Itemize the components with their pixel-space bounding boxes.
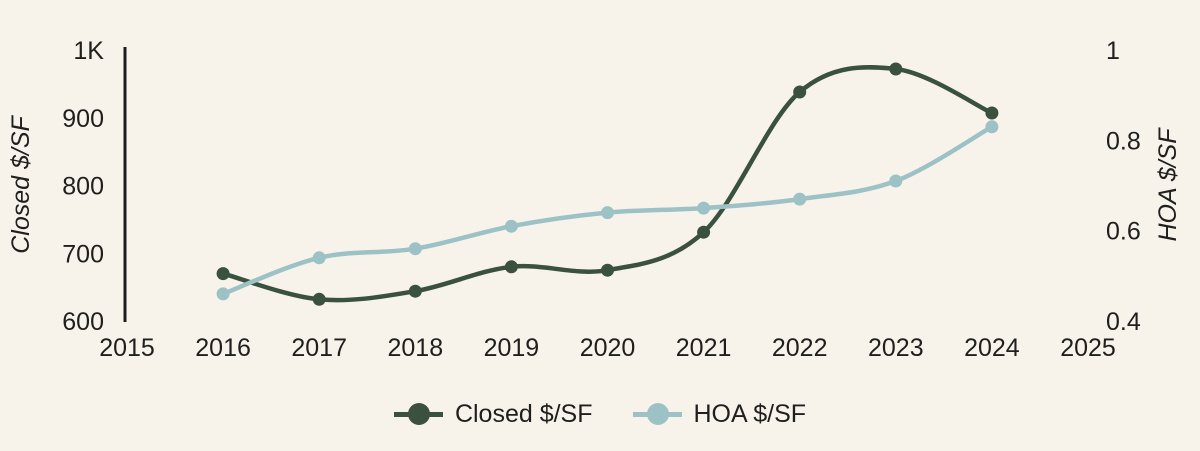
data-point[interactable] <box>408 284 422 298</box>
x-axis-ticks: 2015 2016 2017 2018 2019 2020 2021 2022 2023 2024… <box>99 334 1116 362</box>
legend-label-closed: Closed $/SF <box>454 399 593 428</box>
left-axis-tick-label: 600 <box>62 308 104 336</box>
closed-series-marker-icon <box>393 403 443 425</box>
left-axis-tick-label: 900 <box>62 105 104 133</box>
legend-item-hoa[interactable]: HOA $/SF <box>632 399 807 428</box>
x-axis-tick-label: 2025 <box>1060 334 1116 362</box>
right-axis-title: HOA $/SF <box>1154 127 1182 242</box>
left-axis-ticks: 1K 900 800 700 600 <box>62 37 104 336</box>
data-point[interactable] <box>601 206 614 220</box>
data-point[interactable] <box>216 287 230 301</box>
data-point[interactable] <box>601 263 614 277</box>
data-point[interactable] <box>697 201 711 215</box>
x-axis-tick-label: 2020 <box>580 334 636 362</box>
x-axis-tick-label: 2019 <box>484 334 540 362</box>
legend-item-closed[interactable]: Closed $/SF <box>393 399 593 428</box>
x-axis-tick-label: 2021 <box>676 334 732 362</box>
legend-label-hoa: HOA $/SF <box>693 399 807 428</box>
series-line <box>220 65 995 303</box>
right-axis-ticks: 1 0.8 0.6 0.4 <box>1106 37 1141 336</box>
left-axis-tick-label: 800 <box>62 173 104 201</box>
data-point[interactable] <box>697 225 711 239</box>
data-point[interactable] <box>985 120 999 134</box>
data-point[interactable] <box>408 242 422 256</box>
x-axis-tick-label: 2022 <box>772 334 828 362</box>
right-axis-tick-label: 0.6 <box>1106 218 1141 246</box>
x-axis-tick-label: 2015 <box>99 334 155 362</box>
data-point[interactable] <box>216 267 230 281</box>
left-axis-title: Closed $/SF <box>7 114 35 253</box>
data-point[interactable] <box>793 85 807 99</box>
data-point[interactable] <box>504 260 518 274</box>
data-point[interactable] <box>793 192 807 206</box>
x-axis-tick-label: 2023 <box>868 334 924 362</box>
data-point[interactable] <box>312 251 326 265</box>
data-point[interactable] <box>889 174 903 188</box>
x-axis-tick-label: 2018 <box>387 334 443 362</box>
data-point[interactable] <box>985 106 999 120</box>
data-point[interactable] <box>504 219 518 233</box>
hoa-series-marker-icon <box>632 403 682 425</box>
x-axis-tick-label: 2016 <box>195 334 251 362</box>
series-layer <box>216 62 999 306</box>
right-axis-tick-label: 1 <box>1106 37 1120 65</box>
x-axis-tick-label: 2024 <box>964 334 1020 362</box>
right-axis-tick-label: 0.4 <box>1106 308 1141 336</box>
data-point[interactable] <box>889 62 903 76</box>
legend: Closed $/SF HOA $/SF <box>0 392 1200 436</box>
left-axis-tick-label: 700 <box>62 240 104 268</box>
left-axis-tick-label: 1K <box>73 37 104 65</box>
right-axis-tick-label: 0.8 <box>1106 127 1141 155</box>
data-point[interactable] <box>312 292 326 306</box>
x-axis-tick-label: 2017 <box>291 334 347 362</box>
